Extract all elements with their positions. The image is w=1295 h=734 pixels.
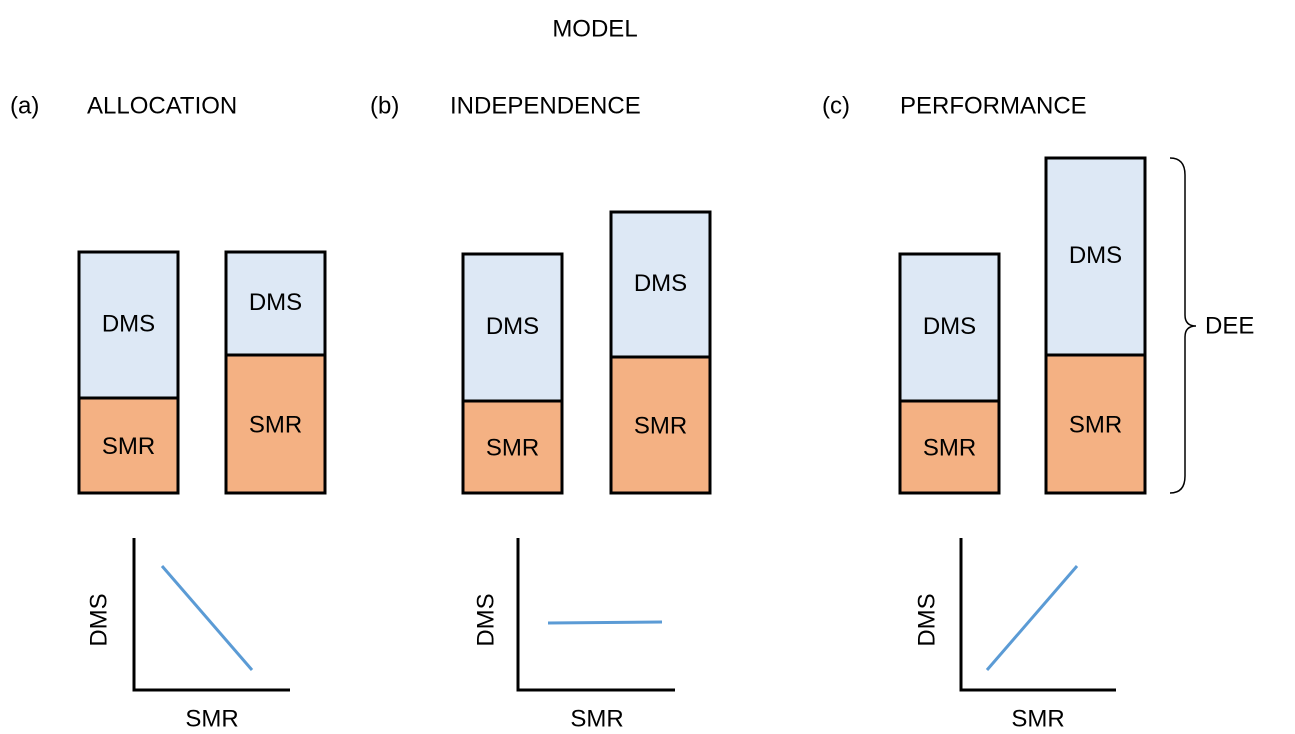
dms-block	[1044, 156, 1147, 357]
x-axis-label: SMR	[1011, 705, 1064, 732]
plot-axes	[132, 538, 290, 692]
smr-block	[461, 399, 564, 495]
dms-label: DMS	[1069, 242, 1122, 269]
brace-label: DEE	[1205, 312, 1254, 339]
smr-block	[898, 399, 1001, 495]
panel-letter: (a)	[10, 92, 39, 119]
brace	[1169, 157, 1197, 494]
dms-label: DMS	[249, 289, 302, 316]
panel-name: PERFORMANCE	[900, 92, 1087, 119]
dms-label: DMS	[486, 313, 539, 340]
y-axis-label: DMS	[85, 593, 112, 646]
dms-label: DMS	[923, 313, 976, 340]
panel-letter: (b)	[370, 92, 399, 119]
smr-label: SMR	[486, 434, 539, 461]
y-axis-label: DMS	[913, 593, 940, 646]
smr-block	[77, 396, 180, 495]
trend-line	[985, 565, 1079, 671]
trend-line	[547, 620, 663, 625]
smr-block	[1044, 353, 1147, 495]
dms-label: DMS	[634, 270, 687, 297]
plot-axes	[516, 538, 675, 692]
y-axis-label: DMS	[472, 593, 499, 646]
x-axis-label: SMR	[185, 705, 238, 732]
smr-block	[609, 355, 712, 495]
smr-label: SMR	[249, 411, 302, 438]
smr-label: SMR	[102, 433, 155, 460]
smr-label: SMR	[634, 412, 687, 439]
title: MODEL	[552, 15, 637, 42]
panel-name: ALLOCATION	[87, 92, 237, 119]
smr-label: SMR	[1069, 411, 1122, 438]
dms-block	[77, 250, 180, 400]
panel-letter: (c)	[822, 92, 850, 119]
trend-line	[160, 565, 254, 671]
panel-name: INDEPENDENCE	[450, 92, 641, 119]
x-axis-label: SMR	[570, 705, 623, 732]
smr-label: SMR	[923, 434, 976, 461]
dms-label: DMS	[102, 310, 155, 337]
plot-axes	[959, 538, 1116, 692]
smr-block	[224, 353, 327, 495]
